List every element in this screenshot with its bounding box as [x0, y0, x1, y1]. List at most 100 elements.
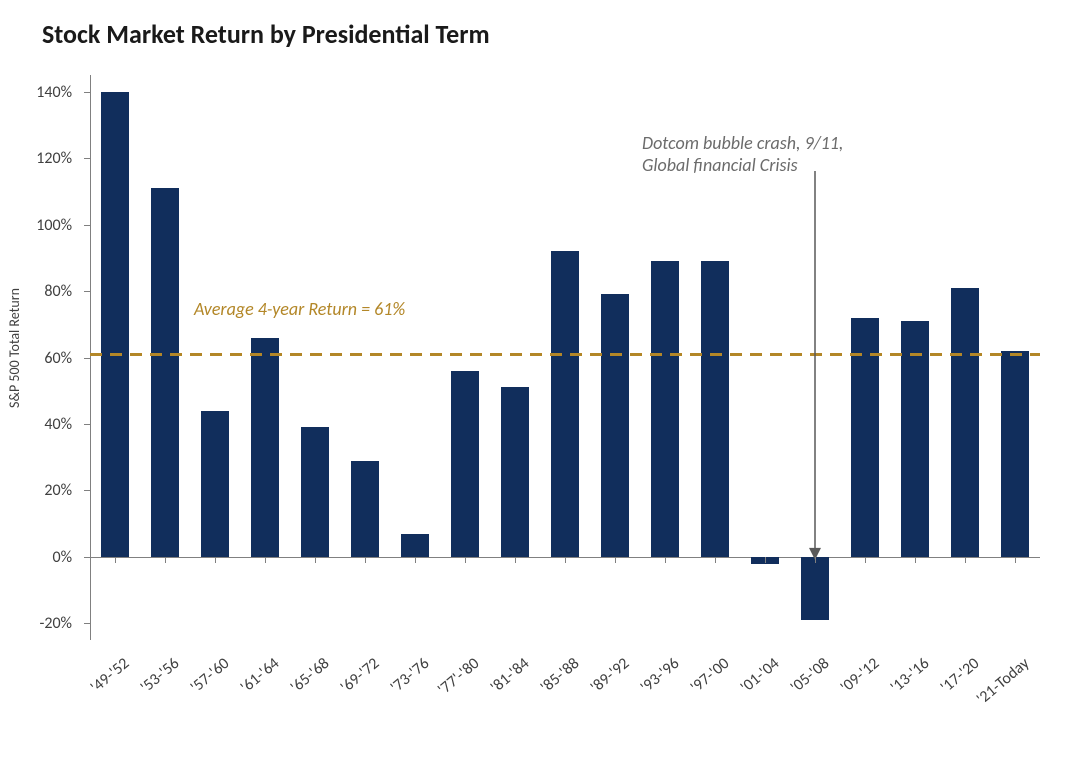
x-tick-label: '65-'68 — [287, 654, 333, 697]
x-tick-mark — [665, 557, 666, 563]
average-line-dash — [150, 353, 162, 356]
average-line-dash — [110, 353, 122, 356]
y-tick-label: 80% — [0, 282, 72, 301]
average-line-dash — [450, 353, 462, 356]
bar — [1001, 351, 1030, 557]
average-line-dash — [430, 353, 442, 356]
x-tick-mark — [165, 557, 166, 563]
bar — [701, 261, 730, 557]
x-tick-label: '77'-'80 — [434, 654, 483, 699]
x-tick-label: '53-'56 — [137, 654, 183, 697]
average-line-dash — [750, 353, 762, 356]
average-line-dash — [90, 353, 102, 356]
average-line-dash — [970, 353, 982, 356]
x-tick-mark — [765, 557, 766, 563]
x-tick-mark — [915, 557, 916, 563]
annotation-arrow — [800, 171, 830, 564]
average-line-dash — [950, 353, 962, 356]
average-line-dash — [270, 353, 282, 356]
x-tick-mark — [615, 557, 616, 563]
average-line-dash — [190, 353, 202, 356]
bar — [101, 92, 130, 557]
y-tick-label: 20% — [0, 481, 72, 500]
x-tick-label: '05-'08 — [787, 654, 833, 697]
average-line-dash — [1030, 353, 1040, 356]
average-line-dash — [310, 353, 322, 356]
x-tick-mark — [465, 557, 466, 563]
x-tick-label: '69-'72 — [337, 654, 383, 697]
bar — [801, 557, 830, 620]
x-tick-mark — [515, 557, 516, 563]
average-line-dash — [470, 353, 482, 356]
x-tick-label: '73-'76 — [387, 654, 433, 697]
y-tick-label: 100% — [0, 216, 72, 235]
x-tick-mark — [865, 557, 866, 563]
average-line-dash — [770, 353, 782, 356]
bar — [901, 321, 930, 557]
x-tick-label: '85-'88 — [537, 654, 583, 697]
chart-title: Stock Market Return by Presidential Term — [42, 18, 490, 50]
bar — [401, 534, 430, 557]
bar — [951, 288, 980, 557]
chart-stage: Stock Market Return by Presidential Term… — [0, 0, 1074, 757]
average-line-dash — [890, 353, 902, 356]
x-tick-mark — [215, 557, 216, 563]
average-line-dash — [730, 353, 742, 356]
bar — [551, 251, 580, 557]
x-tick-label: '13-'16 — [887, 654, 933, 697]
average-line-dash — [530, 353, 542, 356]
x-tick-mark — [415, 557, 416, 563]
average-line-dash — [510, 353, 522, 356]
bar — [151, 188, 180, 557]
average-line-dash — [610, 353, 622, 356]
bar — [351, 461, 380, 557]
x-tick-label: '61-'64 — [237, 654, 283, 697]
average-line-label: Average 4-year Return = 61% — [194, 298, 405, 320]
average-line-dash — [290, 353, 302, 356]
x-tick-mark — [365, 557, 366, 563]
x-tick-label: '97-'00 — [687, 654, 733, 697]
y-tick-label: -20% — [0, 614, 72, 633]
y-axis-line — [90, 75, 91, 640]
y-tick-label: 0% — [0, 548, 72, 567]
average-line-dash — [1010, 353, 1022, 356]
x-tick-mark — [565, 557, 566, 563]
average-line-dash — [930, 353, 942, 356]
annotation-text: Dotcom bubble crash, 9/11,Global financi… — [642, 132, 843, 177]
x-tick-label: '09-'12 — [837, 654, 883, 697]
annotation-line: Dotcom bubble crash, 9/11, — [642, 132, 843, 155]
bar — [201, 411, 230, 557]
average-line-dash — [690, 353, 702, 356]
average-line-dash — [990, 353, 1002, 356]
average-line-dash — [210, 353, 222, 356]
average-line-dash — [250, 353, 262, 356]
x-tick-label: '57-'60 — [187, 654, 233, 697]
average-line-dash — [870, 353, 882, 356]
average-line-dash — [490, 353, 502, 356]
x-tick-mark — [115, 557, 116, 563]
average-line-dash — [170, 353, 182, 356]
y-tick-label: 140% — [0, 83, 72, 102]
average-line-dash — [570, 353, 582, 356]
x-tick-mark — [815, 557, 816, 563]
average-line-dash — [850, 353, 862, 356]
bar — [501, 387, 530, 557]
average-line-dash — [410, 353, 422, 356]
average-line-dash — [590, 353, 602, 356]
bar — [651, 261, 680, 557]
y-tick-label: 40% — [0, 415, 72, 434]
average-line-dash — [710, 353, 722, 356]
x-tick-label: '93-'96 — [637, 654, 683, 697]
x-tick-label: '21-Today — [973, 654, 1033, 709]
x-tick-mark — [1015, 557, 1016, 563]
x-tick-label: '49-'52 — [87, 654, 133, 697]
x-tick-mark — [715, 557, 716, 563]
bar — [451, 371, 480, 557]
average-line-dash — [630, 353, 642, 356]
bar — [601, 294, 630, 557]
x-tick-label: '81-'84 — [487, 654, 533, 697]
x-tick-mark — [315, 557, 316, 563]
average-line-dash — [670, 353, 682, 356]
bar — [301, 427, 330, 557]
average-line-dash — [350, 353, 362, 356]
